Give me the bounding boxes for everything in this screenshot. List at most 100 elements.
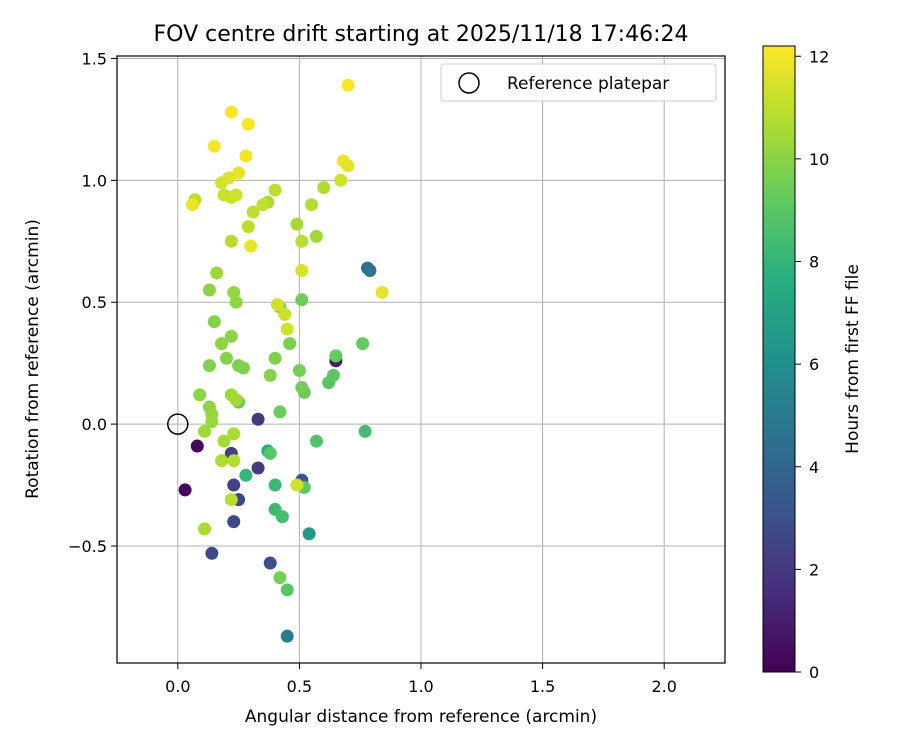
y-tick-label: 0.5 bbox=[82, 293, 107, 312]
data-point bbox=[295, 264, 309, 278]
data-point bbox=[280, 583, 294, 597]
data-point bbox=[290, 478, 304, 492]
data-point bbox=[295, 293, 309, 307]
data-point bbox=[239, 149, 253, 163]
legend: Reference platepar bbox=[440, 63, 717, 102]
data-point bbox=[251, 461, 265, 475]
data-point bbox=[305, 198, 319, 212]
data-point bbox=[290, 217, 304, 231]
data-point bbox=[295, 381, 309, 395]
data-point bbox=[215, 337, 229, 351]
data-point bbox=[341, 159, 355, 173]
chart-title: FOV centre drift starting at 2025/11/18 … bbox=[154, 22, 689, 47]
grid-lines bbox=[117, 56, 725, 663]
data-point bbox=[268, 478, 282, 492]
data-point bbox=[236, 361, 250, 375]
data-point bbox=[329, 349, 343, 363]
colorbar-tick-label: 2 bbox=[809, 560, 819, 579]
data-point bbox=[222, 171, 236, 185]
data-point bbox=[205, 546, 219, 560]
data-point bbox=[341, 78, 355, 92]
data-point bbox=[224, 329, 238, 343]
data-point bbox=[227, 478, 241, 492]
data-point bbox=[309, 434, 323, 448]
x-axis-ticks: 0.0 0.5 1.0 1.5 2.0 bbox=[165, 663, 677, 696]
data-point bbox=[334, 173, 348, 187]
reference-point bbox=[167, 413, 189, 435]
data-point bbox=[302, 527, 316, 541]
data-point bbox=[202, 283, 216, 297]
data-point bbox=[295, 234, 309, 248]
legend-box bbox=[440, 63, 717, 102]
data-point bbox=[190, 439, 204, 453]
legend-label: Reference platepar bbox=[507, 74, 669, 94]
x-axis-label: Angular distance from reference (arcmin) bbox=[245, 707, 597, 727]
data-point bbox=[363, 264, 377, 278]
data-point bbox=[232, 166, 246, 180]
data-point bbox=[241, 220, 255, 234]
colorbar-tick-label: 0 bbox=[809, 663, 819, 682]
data-point bbox=[202, 359, 216, 373]
data-point bbox=[224, 493, 238, 507]
data-point bbox=[317, 181, 331, 195]
data-point bbox=[224, 105, 238, 119]
data-point bbox=[178, 483, 192, 497]
data-point bbox=[227, 454, 241, 468]
x-tick-label: 1.0 bbox=[408, 677, 433, 696]
data-point bbox=[241, 117, 255, 131]
data-point bbox=[358, 424, 372, 438]
data-point bbox=[375, 285, 389, 299]
data-point bbox=[268, 351, 282, 365]
colorbar-tick-label: 6 bbox=[809, 355, 819, 374]
data-point bbox=[275, 510, 289, 524]
data-point bbox=[292, 363, 306, 377]
data-point bbox=[239, 468, 253, 482]
data-point bbox=[210, 266, 224, 280]
colorbar-gradient bbox=[762, 45, 796, 673]
data-point bbox=[283, 337, 297, 351]
colorbar: 0 2 4 6 8 10 12 Hours from first FF file bbox=[762, 45, 863, 682]
data-point bbox=[268, 183, 282, 197]
data-point bbox=[224, 234, 238, 248]
data-point bbox=[198, 424, 212, 438]
y-axis-ticks: −0.5 0.0 0.5 1.0 1.5 bbox=[68, 49, 117, 556]
data-point bbox=[229, 393, 243, 407]
data-point bbox=[185, 198, 199, 212]
colorbar-ticks: 0 2 4 6 8 10 12 bbox=[795, 47, 829, 682]
data-point bbox=[326, 368, 340, 382]
data-point bbox=[246, 205, 260, 219]
data-point bbox=[251, 412, 265, 426]
data-point bbox=[227, 285, 241, 299]
colorbar-label: Hours from first FF file bbox=[843, 264, 863, 454]
colorbar-tick-label: 4 bbox=[809, 458, 819, 477]
data-point bbox=[227, 427, 241, 441]
data-point bbox=[280, 322, 294, 336]
data-point bbox=[271, 298, 285, 312]
data-point bbox=[207, 315, 221, 329]
y-tick-label: −0.5 bbox=[68, 537, 107, 556]
data-point bbox=[215, 454, 229, 468]
data-point bbox=[263, 556, 277, 570]
data-point bbox=[244, 239, 258, 253]
data-points bbox=[178, 78, 389, 643]
data-point bbox=[219, 351, 233, 365]
data-point bbox=[263, 368, 277, 382]
data-point bbox=[207, 139, 221, 153]
data-point bbox=[280, 629, 294, 643]
reference-marker bbox=[167, 413, 189, 435]
data-point bbox=[309, 229, 323, 243]
data-point bbox=[205, 415, 219, 429]
colorbar-tick-label: 8 bbox=[809, 253, 819, 272]
x-tick-label: 2.0 bbox=[651, 677, 676, 696]
data-point bbox=[227, 515, 241, 529]
data-point bbox=[273, 405, 287, 419]
y-axis-label: Rotation from reference (arcmin) bbox=[23, 219, 43, 499]
data-point bbox=[193, 388, 207, 402]
data-point bbox=[256, 198, 270, 212]
data-point bbox=[278, 307, 292, 321]
x-tick-label: 1.5 bbox=[530, 677, 555, 696]
data-point bbox=[229, 295, 243, 309]
y-tick-label: 0.0 bbox=[82, 415, 107, 434]
data-point bbox=[273, 571, 287, 585]
